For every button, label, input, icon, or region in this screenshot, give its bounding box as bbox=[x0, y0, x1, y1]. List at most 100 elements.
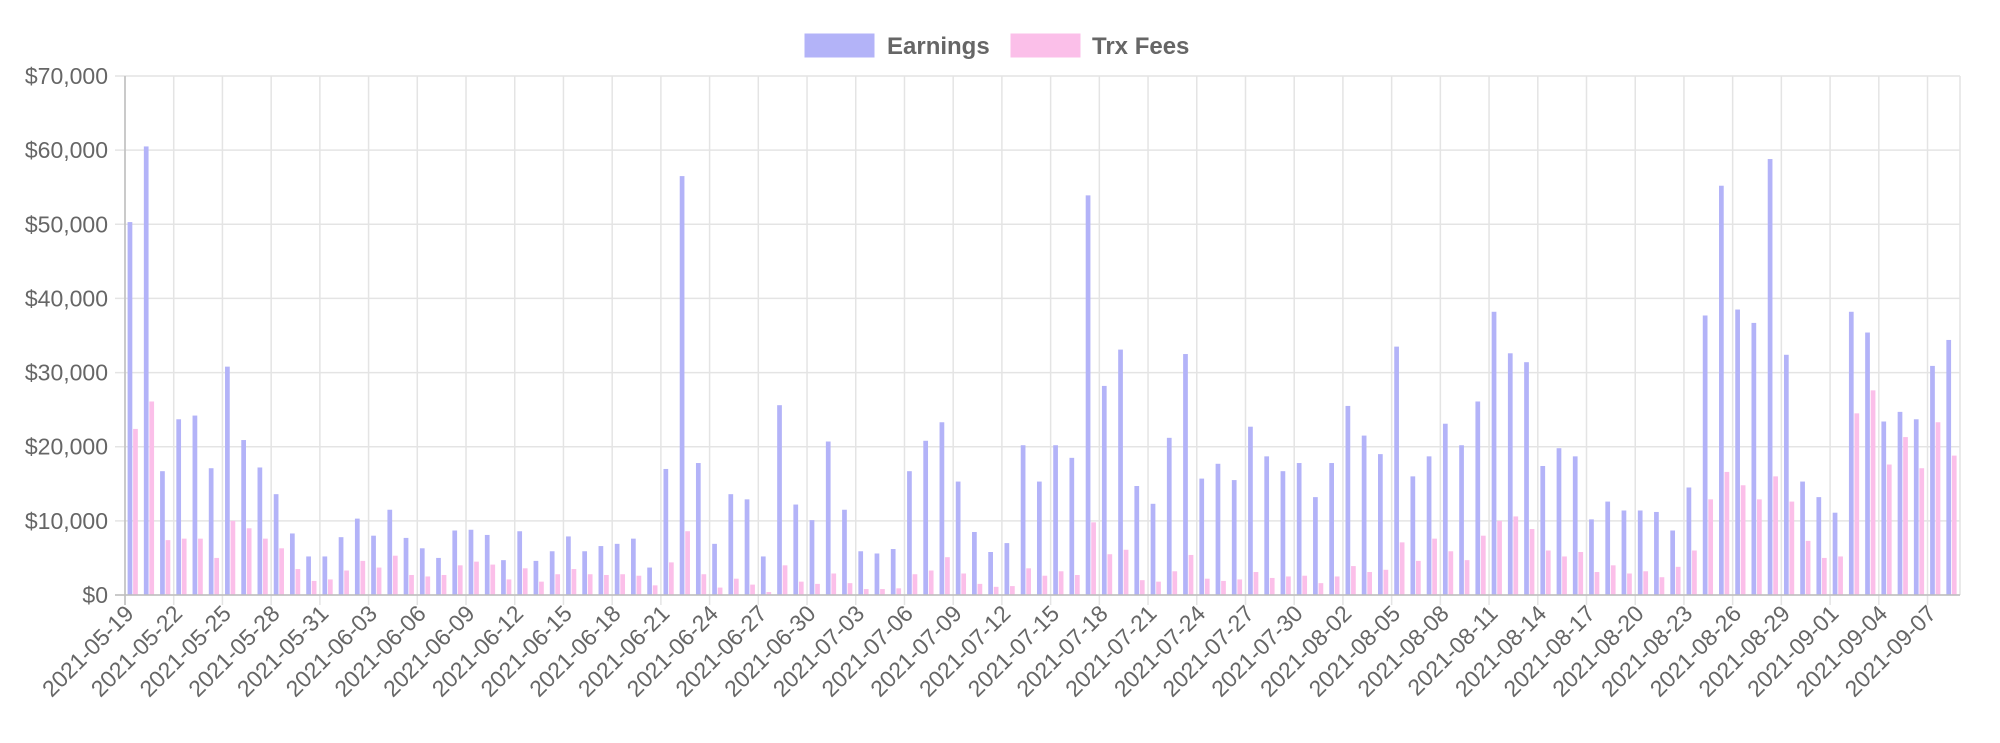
bar-earnings-2021-06-16 bbox=[582, 551, 588, 595]
bar-trx-fees-2021-08-15 bbox=[1562, 556, 1567, 595]
bar-earnings-2021-08-11 bbox=[1491, 311, 1497, 595]
legend-label-0[interactable]: Earnings bbox=[887, 33, 990, 60]
bar-trx-fees-2021-07-29 bbox=[1286, 576, 1291, 595]
bar-earnings-2021-07-10 bbox=[972, 531, 977, 595]
y-tick-label: $60,000 bbox=[25, 137, 108, 163]
chart-bars bbox=[127, 146, 1957, 596]
chart-axes bbox=[115, 76, 1960, 605]
bar-earnings-2021-07-16 bbox=[1069, 457, 1075, 595]
bar-earnings-2021-06-07 bbox=[436, 557, 441, 595]
bar-trx-fees-2021-07-30 bbox=[1302, 575, 1308, 595]
bar-earnings-2021-08-02 bbox=[1345, 405, 1351, 595]
bar-trx-fees-2021-06-24 bbox=[717, 587, 723, 595]
bar-trx-fees-2021-08-12 bbox=[1513, 516, 1519, 595]
bar-earnings-2021-08-14 bbox=[1540, 465, 1546, 595]
bar-earnings-2021-08-24 bbox=[1702, 315, 1708, 595]
bar-trx-fees-2021-07-25 bbox=[1221, 580, 1226, 595]
bar-earnings-2021-08-29 bbox=[1783, 354, 1789, 595]
chart-legend[interactable]: Earnings Trx Fees bbox=[804, 33, 1189, 60]
bar-earnings-2021-08-18 bbox=[1605, 501, 1611, 595]
bar-earnings-2021-08-19 bbox=[1621, 510, 1627, 595]
bar-trx-fees-2021-06-27 bbox=[766, 592, 772, 595]
bar-earnings-2021-06-25 bbox=[728, 494, 734, 595]
bar-trx-fees-2021-08-23 bbox=[1692, 550, 1697, 595]
bar-trx-fees-2021-07-27 bbox=[1253, 572, 1259, 595]
bar-trx-fees-2021-08-14 bbox=[1545, 550, 1551, 595]
bar-earnings-2021-07-22 bbox=[1166, 437, 1172, 595]
bar-trx-fees-2021-08-24 bbox=[1708, 499, 1714, 595]
bar-earnings-2021-06-02 bbox=[354, 518, 360, 595]
bar-earnings-2021-08-28 bbox=[1767, 159, 1773, 596]
bar-trx-fees-2021-07-11 bbox=[993, 586, 999, 595]
y-axis-tick-labels: $0 $10,000 $20,000 $30,000 $40,000 $50,000 $60… bbox=[25, 63, 108, 608]
bar-earnings-2021-05-27 bbox=[257, 467, 263, 595]
bar-trx-fees-2021-05-23 bbox=[198, 538, 203, 595]
bar-trx-fees-2021-09-05 bbox=[1903, 437, 1908, 595]
bar-earnings-2021-07-18 bbox=[1101, 385, 1107, 595]
bar-earnings-2021-07-19 bbox=[1118, 349, 1123, 595]
bar-trx-fees-2021-08-17 bbox=[1594, 572, 1600, 595]
bar-trx-fees-2021-06-26 bbox=[750, 584, 755, 595]
bar-trx-fees-2021-07-04 bbox=[880, 589, 885, 595]
bar-trx-fees-2021-06-09 bbox=[474, 561, 479, 595]
bar-trx-fees-2021-08-30 bbox=[1805, 540, 1811, 595]
bar-earnings-2021-07-17 bbox=[1085, 195, 1091, 595]
bar-trx-fees-2021-06-13 bbox=[539, 581, 544, 595]
bar-earnings-2021-08-30 bbox=[1800, 481, 1805, 595]
bar-earnings-2021-06-05 bbox=[403, 537, 409, 595]
bar-trx-fees-2021-08-07 bbox=[1432, 538, 1437, 595]
bar-trx-fees-2021-07-01 bbox=[831, 573, 837, 595]
bar-trx-fees-2021-07-16 bbox=[1074, 574, 1080, 595]
bar-earnings-2021-07-27 bbox=[1248, 426, 1253, 595]
bar-earnings-2021-07-20 bbox=[1134, 486, 1140, 595]
bar-earnings-2021-08-09 bbox=[1459, 445, 1464, 595]
bar-earnings-2021-05-20 bbox=[143, 146, 149, 595]
bar-trx-fees-2021-08-11 bbox=[1497, 520, 1502, 595]
bar-earnings-2021-08-06 bbox=[1410, 476, 1416, 595]
legend-swatch-1[interactable] bbox=[1010, 33, 1081, 58]
bar-trx-fees-2021-05-31 bbox=[327, 579, 333, 595]
bar-earnings-2021-06-11 bbox=[501, 560, 506, 595]
bar-earnings-2021-05-25 bbox=[225, 366, 230, 595]
bar-trx-fees-2021-08-02 bbox=[1351, 566, 1356, 595]
bar-earnings-2021-08-15 bbox=[1556, 448, 1562, 595]
bar-earnings-2021-06-19 bbox=[631, 538, 636, 595]
bar-earnings-2021-05-26 bbox=[241, 440, 246, 595]
y-tick-label: $50,000 bbox=[25, 211, 108, 237]
bar-trx-fees-2021-09-01 bbox=[1838, 556, 1843, 595]
bar-trx-fees-2021-07-14 bbox=[1042, 575, 1048, 595]
bar-earnings-2021-07-04 bbox=[874, 553, 880, 595]
bar-trx-fees-2021-06-01 bbox=[344, 570, 349, 595]
bar-trx-fees-2021-09-03 bbox=[1870, 390, 1876, 595]
bar-trx-fees-2021-05-24 bbox=[214, 557, 220, 595]
bar-trx-fees-2021-07-15 bbox=[1058, 571, 1064, 595]
bar-trx-fees-2021-07-03 bbox=[863, 589, 869, 595]
bar-trx-fees-2021-06-15 bbox=[571, 569, 577, 595]
bar-trx-fees-2021-06-19 bbox=[636, 575, 642, 595]
bar-trx-fees-2021-06-08 bbox=[457, 565, 463, 595]
legend-label-1[interactable]: Trx Fees bbox=[1092, 33, 1189, 60]
bar-trx-fees-2021-08-04 bbox=[1383, 569, 1389, 595]
bar-earnings-2021-06-26 bbox=[744, 499, 750, 595]
bar-earnings-2021-08-20 bbox=[1637, 510, 1643, 595]
bar-trx-fees-2021-06-03 bbox=[376, 567, 382, 595]
bar-earnings-2021-08-17 bbox=[1589, 519, 1594, 595]
bar-trx-fees-2021-08-10 bbox=[1480, 535, 1486, 595]
legend-swatch-0[interactable] bbox=[804, 33, 875, 58]
bar-earnings-2021-08-12 bbox=[1507, 353, 1513, 595]
bar-earnings-2021-09-01 bbox=[1832, 512, 1838, 595]
bar-trx-fees-2021-07-22 bbox=[1172, 571, 1178, 595]
bar-earnings-2021-09-08 bbox=[1946, 339, 1952, 595]
bar-trx-fees-2021-08-22 bbox=[1675, 566, 1681, 595]
bar-earnings-2021-07-05 bbox=[890, 549, 896, 595]
bar-trx-fees-2021-05-22 bbox=[181, 538, 187, 595]
bar-earnings-2021-05-30 bbox=[306, 556, 311, 595]
bar-trx-fees-2021-07-17 bbox=[1091, 522, 1096, 595]
bar-earnings-2021-07-30 bbox=[1296, 463, 1302, 595]
bar-trx-fees-2021-06-23 bbox=[701, 574, 707, 595]
bar-trx-fees-2021-07-19 bbox=[1123, 549, 1129, 595]
bar-trx-fees-2021-07-23 bbox=[1188, 554, 1194, 595]
bar-earnings-2021-08-23 bbox=[1686, 487, 1692, 595]
bar-earnings-2021-08-22 bbox=[1670, 530, 1676, 595]
bar-trx-fees-2021-08-16 bbox=[1578, 552, 1584, 595]
